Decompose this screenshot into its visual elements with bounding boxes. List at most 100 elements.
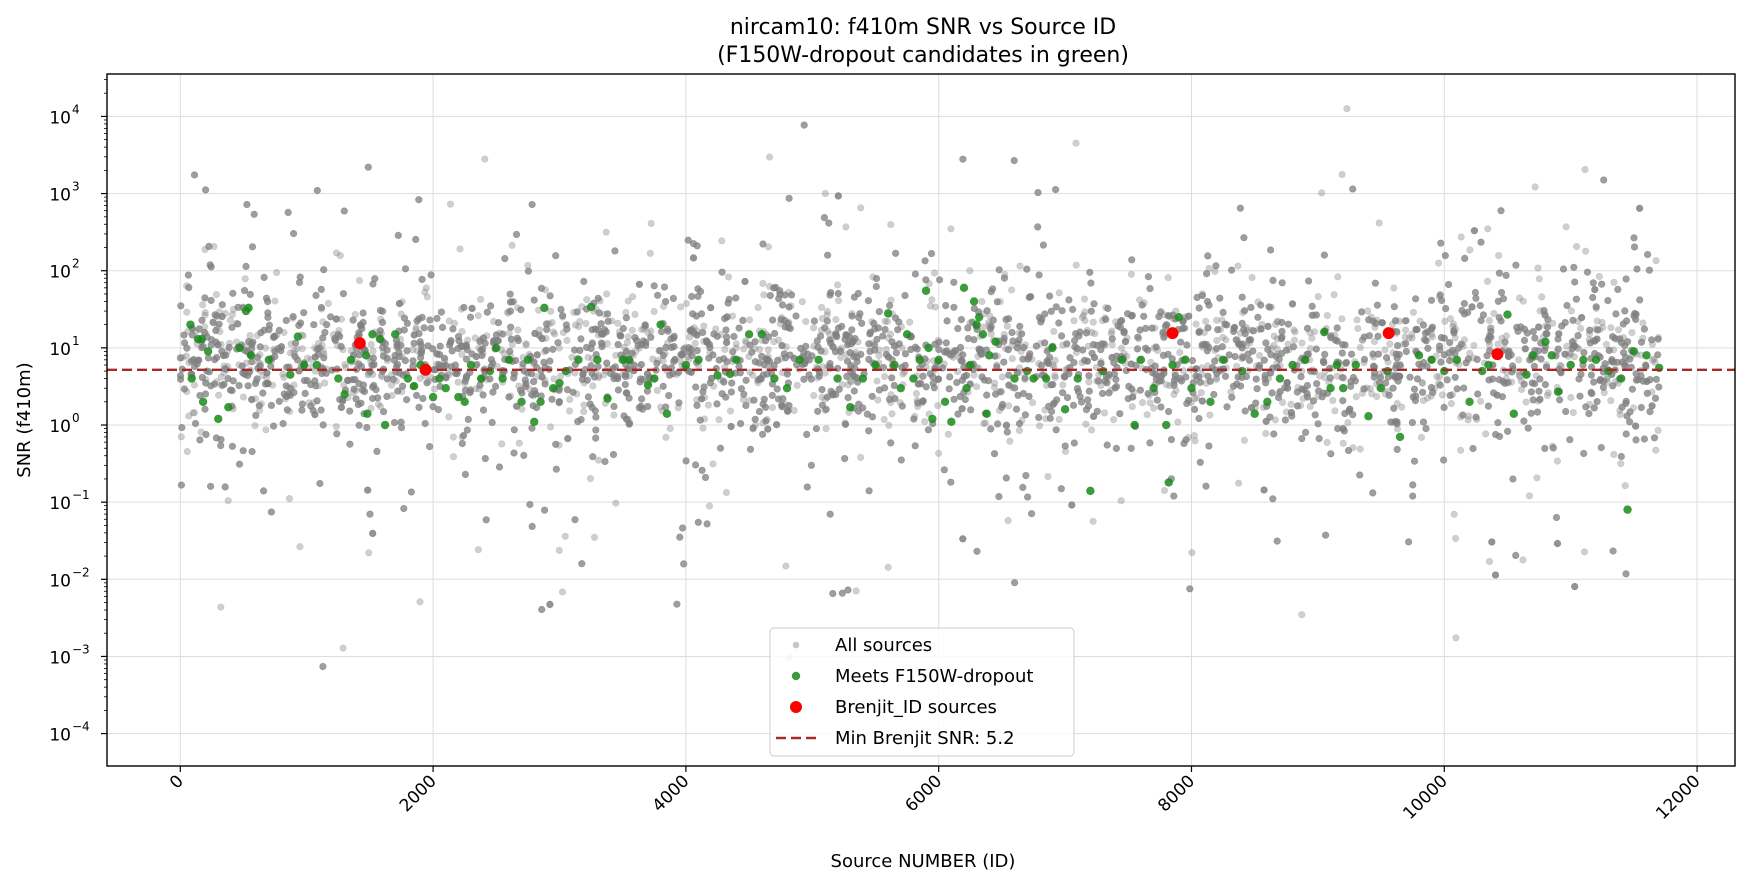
all-source-point bbox=[1358, 336, 1367, 344]
all-source-point bbox=[1514, 356, 1523, 364]
all-source-point bbox=[981, 419, 990, 427]
all-source-point bbox=[852, 587, 860, 595]
all-source-point bbox=[837, 353, 845, 362]
all-source-point bbox=[1255, 352, 1264, 360]
all-source-point bbox=[1621, 360, 1629, 368]
all-source-point bbox=[1015, 427, 1024, 435]
all-source-point bbox=[690, 324, 698, 332]
all-source-point bbox=[868, 318, 876, 326]
all-source-point bbox=[1138, 398, 1147, 407]
all-source-point bbox=[1248, 273, 1256, 282]
all-source-point bbox=[1536, 307, 1544, 315]
all-source-point bbox=[1450, 510, 1458, 518]
all-source-point bbox=[1500, 344, 1508, 353]
all-source-point bbox=[1538, 293, 1546, 301]
all-source-point bbox=[728, 312, 737, 320]
all-source-point bbox=[1247, 326, 1256, 334]
all-source-point bbox=[912, 390, 921, 398]
all-source-point bbox=[1621, 482, 1629, 490]
all-source-point bbox=[311, 344, 319, 352]
all-source-point bbox=[1343, 105, 1351, 113]
all-source-point bbox=[416, 375, 424, 383]
all-source-point bbox=[1368, 390, 1376, 398]
all-source-point bbox=[745, 316, 754, 324]
all-source-point bbox=[896, 399, 904, 407]
all-source-point bbox=[583, 296, 591, 304]
all-source-point bbox=[1451, 534, 1460, 543]
all-source-point bbox=[880, 415, 888, 424]
all-source-point bbox=[318, 341, 326, 350]
all-source-point bbox=[1428, 333, 1436, 341]
all-source-point bbox=[246, 331, 254, 340]
all-source-point bbox=[1469, 354, 1477, 362]
all-source-point bbox=[949, 353, 958, 361]
all-source-point bbox=[216, 328, 224, 336]
all-source-point bbox=[1585, 400, 1594, 409]
all-source-point bbox=[1525, 492, 1534, 500]
all-source-point bbox=[1084, 342, 1092, 350]
all-source-point bbox=[1290, 326, 1298, 334]
all-source-point bbox=[1534, 264, 1542, 272]
all-source-point bbox=[978, 297, 986, 306]
all-source-point bbox=[321, 379, 329, 387]
all-source-point bbox=[290, 349, 298, 358]
all-source-point bbox=[1434, 259, 1443, 267]
all-source-point bbox=[1093, 377, 1101, 385]
all-source-point bbox=[1004, 402, 1013, 410]
all-source-point bbox=[1331, 331, 1339, 339]
all-source-point bbox=[571, 321, 580, 329]
all-source-point bbox=[1310, 311, 1318, 319]
all-source-point bbox=[1553, 457, 1561, 465]
all-source-point bbox=[1081, 316, 1089, 325]
all-source-point bbox=[1557, 362, 1565, 370]
all-source-point bbox=[409, 346, 417, 354]
all-source-point bbox=[1259, 403, 1268, 412]
all-source-point bbox=[1427, 330, 1436, 339]
all-source-point bbox=[700, 337, 708, 345]
all-source-point bbox=[854, 338, 862, 346]
all-source-point bbox=[1273, 318, 1281, 326]
all-source-point bbox=[1613, 335, 1621, 344]
all-source-point bbox=[504, 309, 512, 317]
all-source-point bbox=[1051, 371, 1059, 380]
all-source-point bbox=[718, 237, 726, 245]
all-source-point bbox=[1543, 392, 1551, 400]
all-source-point bbox=[1008, 355, 1016, 363]
all-source-point bbox=[746, 368, 754, 376]
all-source-point bbox=[309, 399, 317, 407]
all-source-point bbox=[928, 296, 936, 304]
all-source-point bbox=[1128, 403, 1136, 411]
all-source-point bbox=[821, 369, 829, 377]
all-source-point bbox=[1166, 381, 1174, 390]
all-source-point bbox=[262, 344, 270, 352]
all-source-point bbox=[548, 318, 556, 327]
all-source-point bbox=[1490, 309, 1498, 318]
all-source-point bbox=[1306, 344, 1314, 353]
all-source-point bbox=[281, 395, 290, 403]
all-source-point bbox=[183, 447, 191, 456]
all-source-point bbox=[183, 388, 191, 396]
all-source-point bbox=[416, 598, 424, 606]
all-source-point bbox=[1145, 391, 1153, 400]
all-source-point bbox=[1089, 318, 1097, 326]
all-source-point bbox=[226, 316, 234, 324]
all-source-point bbox=[1369, 353, 1378, 361]
all-source-point bbox=[1356, 445, 1364, 453]
all-source-point bbox=[224, 347, 232, 355]
all-source-point bbox=[1003, 322, 1011, 330]
all-source-point bbox=[1015, 329, 1023, 337]
all-source-point bbox=[1360, 359, 1368, 367]
all-source-point bbox=[427, 374, 435, 382]
all-source-point bbox=[1392, 374, 1400, 382]
all-source-point bbox=[726, 407, 735, 415]
all-source-point bbox=[1008, 341, 1016, 350]
all-source-point bbox=[224, 497, 232, 505]
all-source-point bbox=[1021, 375, 1029, 384]
all-source-point bbox=[1234, 479, 1243, 487]
all-source-point bbox=[1078, 313, 1086, 322]
all-source-point bbox=[850, 350, 859, 358]
all-source-point bbox=[1424, 394, 1432, 402]
all-source-point bbox=[1035, 360, 1043, 368]
all-source-point bbox=[613, 374, 621, 383]
all-source-point bbox=[1464, 412, 1473, 420]
